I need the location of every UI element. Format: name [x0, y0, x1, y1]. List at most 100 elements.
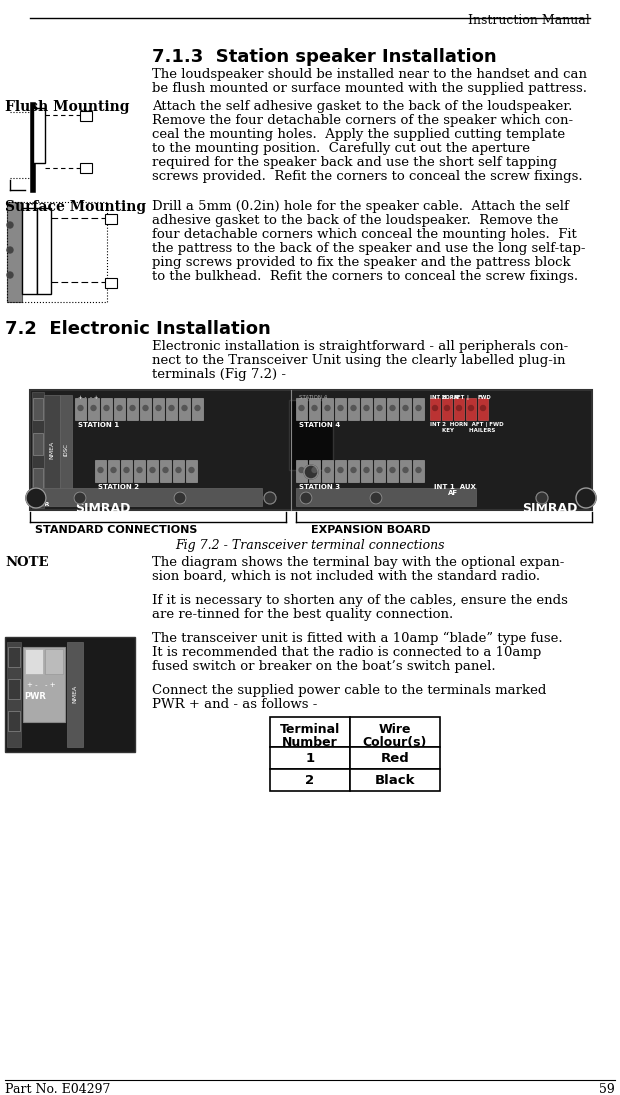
Circle shape — [26, 488, 46, 508]
Circle shape — [7, 272, 13, 278]
Bar — [348, 460, 359, 482]
Circle shape — [377, 405, 382, 411]
Circle shape — [338, 405, 343, 411]
Text: Number: Number — [282, 736, 338, 749]
Bar — [127, 397, 138, 420]
Text: STATION 3: STATION 3 — [299, 484, 340, 489]
Text: 7.2  Electronic Installation: 7.2 Electronic Installation — [5, 320, 271, 338]
Text: + -  - +: + - - + — [78, 395, 99, 400]
Text: Wire: Wire — [379, 723, 411, 736]
Bar — [37, 208, 51, 293]
Circle shape — [338, 468, 343, 473]
Bar — [348, 397, 359, 420]
Bar — [33, 397, 43, 420]
Bar — [8, 679, 20, 699]
Circle shape — [98, 468, 103, 473]
Text: Instruction Manual: Instruction Manual — [468, 14, 590, 27]
Bar — [400, 460, 411, 482]
Bar — [23, 647, 65, 722]
Text: - +: - + — [45, 682, 56, 688]
Bar — [75, 397, 86, 420]
Text: + -: + - — [27, 682, 38, 688]
Bar — [350, 769, 440, 791]
Text: Terminal: Terminal — [280, 723, 340, 736]
Text: STATION 1: STATION 1 — [78, 422, 119, 428]
Text: ping screws provided to fix the speaker and the pattress block: ping screws provided to fix the speaker … — [152, 256, 570, 269]
Text: terminals (Fig 7.2) -: terminals (Fig 7.2) - — [152, 368, 286, 381]
Bar — [173, 460, 184, 482]
Text: |: | — [466, 395, 468, 400]
Circle shape — [137, 468, 142, 473]
Bar — [413, 397, 424, 420]
Bar — [309, 460, 320, 482]
Bar — [374, 460, 385, 482]
Text: STATION 2: STATION 2 — [98, 484, 139, 489]
Bar — [33, 433, 43, 456]
Text: Electronic installation is straightforward - all peripherals con-: Electronic installation is straightforwa… — [152, 341, 569, 353]
Text: Attach the self adhesive gasket to the back of the loudspeaker.: Attach the self adhesive gasket to the b… — [152, 100, 572, 113]
Bar — [44, 395, 60, 505]
Text: nect to the Transceiver Unit using the clearly labelled plug-in: nect to the Transceiver Unit using the c… — [152, 354, 565, 367]
Text: four detachable corners which conceal the mounting holes.  Fit: four detachable corners which conceal th… — [152, 228, 577, 241]
Bar — [335, 460, 346, 482]
Bar — [387, 460, 398, 482]
Text: fused switch or breaker on the boat’s switch panel.: fused switch or breaker on the boat’s sw… — [152, 660, 495, 673]
Text: FWD: FWD — [478, 395, 492, 400]
Text: Connect the supplied power cable to the terminals marked: Connect the supplied power cable to the … — [152, 684, 546, 698]
Bar — [454, 397, 464, 420]
Circle shape — [195, 405, 200, 411]
Bar — [7, 201, 22, 302]
Circle shape — [456, 405, 461, 411]
Text: Black: Black — [374, 774, 415, 787]
Text: INT 2: INT 2 — [430, 395, 446, 400]
Circle shape — [264, 492, 276, 504]
Text: PWR + and - as follows -: PWR + and - as follows - — [152, 698, 317, 711]
Text: The transceiver unit is fitted with a 10amp “blade” type fuse.: The transceiver unit is fitted with a 10… — [152, 632, 562, 645]
Bar — [361, 397, 372, 420]
Bar — [413, 460, 424, 482]
Text: SIMRAD: SIMRAD — [75, 502, 130, 515]
Text: Fig 7.2 - Transceiver terminal connections: Fig 7.2 - Transceiver terminal connectio… — [175, 539, 445, 552]
Bar — [32, 392, 44, 508]
Circle shape — [150, 468, 155, 473]
Bar — [105, 214, 117, 224]
Text: 59: 59 — [600, 1083, 615, 1095]
Text: SIMRAD: SIMRAD — [522, 502, 577, 515]
Text: EXPANSION BOARD: EXPANSION BOARD — [311, 525, 431, 535]
Text: to the bulkhead.  Refit the corners to conceal the screw fixings.: to the bulkhead. Refit the corners to co… — [152, 270, 578, 283]
Bar — [25, 649, 43, 675]
Bar — [101, 397, 112, 420]
Bar — [374, 397, 385, 420]
Text: NOTE: NOTE — [5, 556, 48, 569]
Text: NMEA: NMEA — [50, 441, 55, 459]
Text: 2: 2 — [306, 774, 314, 787]
Text: 7.1.3  Station speaker Installation: 7.1.3 Station speaker Installation — [152, 48, 497, 66]
Bar — [160, 460, 171, 482]
Bar — [166, 397, 177, 420]
Text: STATION 4: STATION 4 — [299, 395, 327, 400]
Bar — [430, 397, 440, 420]
Bar — [140, 397, 151, 420]
Bar — [121, 460, 132, 482]
Bar — [95, 460, 106, 482]
Bar — [30, 390, 592, 510]
Bar — [296, 397, 307, 420]
Bar — [22, 208, 37, 293]
Text: screws provided.  Refit the corners to conceal the screw fixings.: screws provided. Refit the corners to co… — [152, 170, 583, 183]
Bar — [192, 397, 203, 420]
Circle shape — [189, 468, 194, 473]
Circle shape — [78, 405, 83, 411]
Circle shape — [364, 405, 369, 411]
Bar — [88, 397, 99, 420]
Bar — [322, 460, 333, 482]
Circle shape — [143, 405, 148, 411]
Text: AF: AF — [448, 489, 458, 496]
Circle shape — [7, 222, 13, 228]
Circle shape — [469, 405, 474, 411]
Circle shape — [536, 492, 548, 504]
Bar — [45, 649, 63, 675]
Text: adhesive gasket to the back of the loudspeaker.  Remove the: adhesive gasket to the back of the louds… — [152, 214, 559, 227]
Bar — [350, 717, 440, 747]
Bar — [105, 278, 117, 288]
Bar — [147, 460, 158, 482]
